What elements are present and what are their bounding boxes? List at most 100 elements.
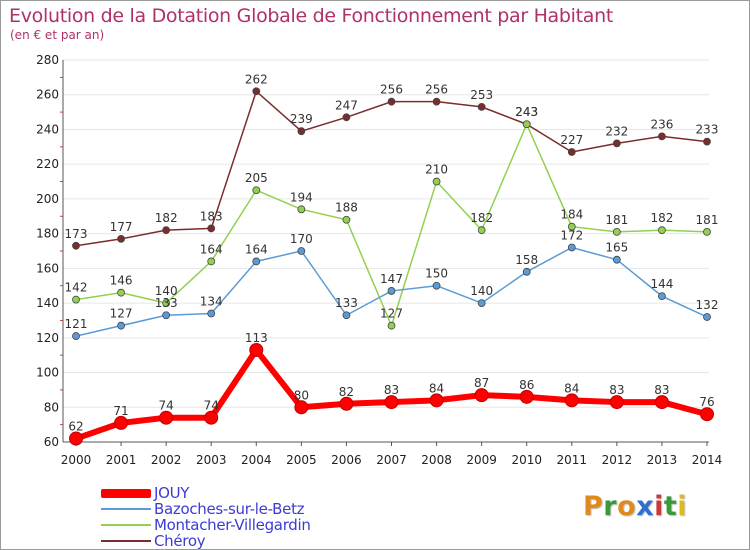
data-label: 132 — [696, 298, 719, 312]
data-label: 236 — [650, 117, 673, 131]
data-label: 177 — [110, 220, 133, 234]
data-point — [567, 222, 576, 231]
data-label: 146 — [110, 274, 133, 288]
logo-letter: r — [603, 491, 618, 522]
data-point — [162, 299, 171, 307]
x-tick-label: 2004 — [241, 453, 272, 467]
data-point — [658, 292, 666, 301]
data-point — [612, 139, 621, 148]
data-point — [703, 227, 711, 236]
data-point — [69, 431, 83, 446]
series-lines — [69, 87, 714, 446]
data-label: 133 — [335, 296, 358, 310]
data-label: 142 — [65, 281, 88, 295]
y-tick-label: 140 — [36, 296, 59, 310]
x-tick-label: 2008 — [421, 453, 452, 467]
data-point — [432, 177, 441, 186]
data-point — [567, 243, 576, 252]
data-point — [522, 120, 531, 129]
data-label: 262 — [245, 72, 268, 86]
data-label: 182 — [155, 211, 178, 225]
y-tick-label: 60 — [44, 435, 59, 449]
data-label: 74 — [204, 399, 219, 413]
data-label: 232 — [605, 124, 628, 138]
data-label: 172 — [560, 229, 583, 243]
data-label: 140 — [155, 284, 178, 298]
data-point — [72, 295, 80, 304]
y-tick-label: 200 — [36, 192, 59, 206]
x-tick-label: 2002 — [151, 453, 182, 467]
data-point — [159, 410, 174, 425]
data-point — [387, 97, 396, 106]
data-label: 181 — [605, 213, 628, 227]
data-point — [387, 287, 396, 295]
data-label: 183 — [200, 209, 223, 223]
data-label: 158 — [515, 253, 538, 267]
x-tick-label: 2012 — [602, 453, 633, 467]
data-label: 147 — [380, 272, 403, 286]
data-label: 121 — [65, 317, 88, 331]
y-tick-label: 160 — [36, 261, 59, 275]
data-label: 182 — [650, 211, 673, 225]
data-label: 144 — [650, 277, 673, 291]
data-point — [339, 396, 354, 411]
data-point — [654, 395, 669, 410]
y-tick-label: 120 — [36, 331, 59, 345]
data-label: 134 — [200, 295, 223, 309]
data-point — [474, 388, 489, 403]
legend-label-jouy: JOUY — [154, 484, 190, 502]
data-point — [117, 321, 125, 330]
data-label: 243 — [515, 105, 538, 119]
data-label: 210 — [425, 163, 448, 177]
data-point — [703, 313, 711, 321]
data-label: 113 — [245, 331, 268, 345]
x-tick-label: 2005 — [286, 453, 317, 467]
data-point — [297, 205, 306, 214]
data-label: 184 — [560, 208, 583, 222]
data-point — [249, 342, 264, 357]
data-point — [294, 400, 309, 415]
data-label: 127 — [110, 307, 133, 321]
data-label: 140 — [470, 284, 493, 298]
data-point — [297, 127, 306, 136]
data-point — [72, 241, 80, 250]
data-point — [387, 321, 396, 330]
data-label: 82 — [339, 385, 354, 399]
data-point — [477, 226, 486, 235]
x-tick-label: 2000 — [61, 453, 92, 467]
x-tick-label: 2010 — [511, 453, 542, 467]
data-label: 80 — [294, 388, 309, 402]
data-label: 83 — [384, 383, 399, 397]
x-tick-label: 2007 — [376, 453, 407, 467]
x-tick-label: 2003 — [196, 453, 227, 467]
data-label: 165 — [605, 241, 628, 255]
data-label: 247 — [335, 98, 358, 112]
legend-swatch-bazoches — [101, 508, 151, 510]
x-tick-label: 2006 — [331, 453, 362, 467]
data-label: 173 — [65, 227, 88, 241]
data-label: 83 — [609, 383, 624, 397]
legend-label-montacher: Montacher-Villegardin — [154, 516, 311, 534]
data-label: 181 — [696, 213, 719, 227]
data-label: 133 — [155, 296, 178, 310]
chart-subtitle: (en € et par an) — [10, 28, 105, 42]
logo-letter: x — [636, 491, 655, 522]
data-point — [252, 186, 261, 195]
data-point — [117, 234, 125, 243]
data-label: 150 — [425, 267, 448, 281]
data-point — [207, 224, 216, 233]
data-label: 62 — [68, 420, 83, 434]
data-point — [114, 415, 129, 430]
data-point — [72, 332, 80, 340]
data-label: 227 — [560, 133, 583, 147]
y-tick-label: 180 — [36, 227, 59, 241]
data-label: 253 — [470, 88, 493, 102]
data-point — [432, 97, 441, 106]
data-labels: 173 177 182 183 262 239 247 256 256 253 243 227 232 2… — [65, 72, 719, 433]
data-label: 239 — [290, 112, 313, 126]
data-point — [117, 288, 125, 297]
data-point — [700, 407, 714, 422]
data-point — [252, 87, 261, 96]
